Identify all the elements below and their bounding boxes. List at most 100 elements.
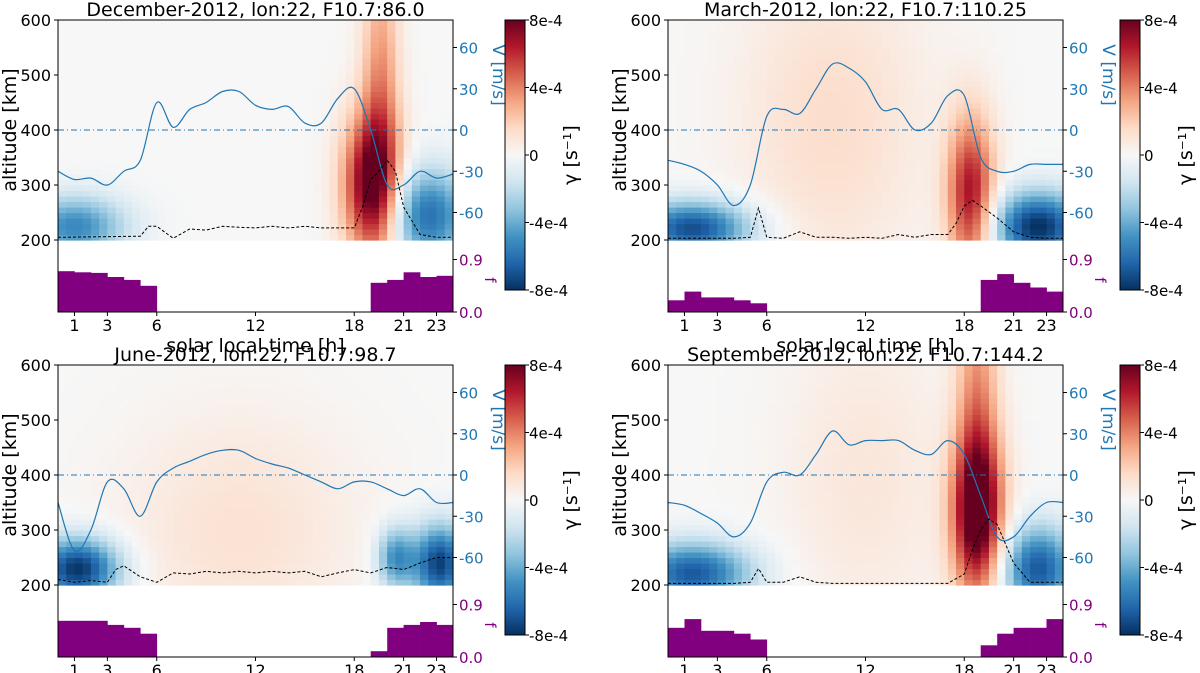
heatmap-cell: [717, 75, 727, 82]
heatmap-cell: [197, 80, 207, 87]
heatmap-cell: [255, 152, 265, 159]
heatmap-cell: [709, 91, 718, 98]
heatmap-cell: [197, 196, 207, 203]
heatmap-cell: [387, 179, 396, 186]
heatmap-cell: [1013, 234, 1023, 241]
heatmap-cell: [354, 25, 364, 32]
heatmap-cell: [107, 579, 117, 586]
heatmap-cell: [849, 80, 858, 87]
heatmap-cell: [82, 574, 92, 581]
heatmap-cell: [676, 69, 686, 76]
heatmap-cell: [1005, 53, 1015, 60]
heatmap-cell: [692, 234, 702, 241]
heatmap-cell: [156, 392, 166, 399]
heatmap-cell: [337, 185, 347, 192]
heatmap-cell: [346, 113, 355, 120]
heatmap-cell: [873, 201, 883, 208]
heatmap-cell: [378, 97, 388, 104]
heatmap-cell: [296, 25, 306, 32]
heatmap-cell: [766, 86, 776, 93]
heatmap-cell: [90, 135, 100, 142]
heatmap-cell: [725, 124, 735, 131]
heatmap-cell: [914, 31, 924, 38]
heatmap-cell: [947, 20, 957, 27]
heatmap-cell: [222, 475, 232, 482]
heatmap-cell: [148, 436, 158, 443]
heatmap-cell: [313, 185, 322, 192]
heatmap-cell: [197, 97, 207, 104]
heatmap-cell: [58, 31, 67, 38]
heatmap-cell: [395, 229, 405, 236]
heatmap-cell: [684, 97, 694, 104]
heatmap-cell: [411, 218, 421, 225]
heatmap-cell: [230, 365, 240, 372]
heatmap-cell: [181, 190, 191, 197]
heatmap-cell: [354, 36, 364, 43]
heatmap-cell: [742, 25, 751, 32]
heatmap-cell: [296, 69, 306, 76]
heatmap-cell: [82, 146, 92, 153]
heatmap-cell: [214, 97, 224, 104]
heatmap-cell: [313, 25, 322, 32]
heatmap-cell: [115, 491, 125, 498]
heatmap-cell: [263, 579, 273, 586]
heatmap-cell: [58, 568, 67, 575]
heatmap-cell: [148, 91, 158, 98]
heatmap-cell: [197, 563, 207, 570]
heatmap-cell: [1030, 108, 1039, 115]
heatmap-cell: [725, 223, 735, 230]
heatmap-cell: [156, 97, 166, 104]
heatmap-cell: [1030, 86, 1039, 93]
heatmap-cell: [189, 475, 199, 482]
heatmap-cell: [1030, 196, 1039, 203]
heatmap-cell: [156, 497, 166, 504]
heatmap-cell: [173, 574, 183, 581]
heatmap-cell: [148, 207, 158, 214]
heatmap-cell: [247, 475, 257, 482]
heatmap-cell: [742, 36, 751, 43]
heatmap-cell: [156, 502, 166, 509]
heatmap-cell: [230, 75, 240, 82]
heatmap-cell: [692, 64, 702, 71]
heatmap-cell: [939, 179, 949, 186]
heatmap-cell: [329, 108, 339, 115]
heatmap-cell: [939, 58, 949, 65]
heatmap-cell: [189, 113, 199, 120]
heatmap-cell: [321, 108, 331, 115]
heatmap-cell: [123, 563, 133, 570]
heatmap-cell: [189, 207, 199, 214]
heatmap-cell: [164, 442, 174, 449]
heatmap-cell: [107, 212, 117, 219]
heatmap-cell: [898, 42, 908, 49]
heatmap-cell: [197, 53, 207, 60]
heatmap-cell: [428, 25, 438, 32]
heatmap-cell: [387, 201, 396, 208]
heatmap-cell: [709, 53, 718, 60]
heatmap-cell: [799, 223, 809, 230]
heatmap-cell: [82, 392, 92, 399]
heatmap-cell: [255, 80, 265, 87]
heatmap-cell: [783, 190, 793, 197]
heatmap-cell: [840, 25, 850, 32]
heatmap-cell: [206, 552, 215, 559]
heatmap-cell: [890, 58, 900, 65]
heatmap-cell: [403, 196, 413, 203]
heatmap-cell: [148, 69, 158, 76]
heatmap-cell: [164, 141, 174, 148]
heatmap-cell: [881, 119, 891, 126]
heatmap-cell: [873, 91, 883, 98]
heatmap-cell: [700, 218, 710, 225]
heatmap-cell: [873, 53, 883, 60]
heatmap-cell: [1054, 157, 1064, 164]
f-bar: [140, 285, 158, 313]
heatmap-cell: [684, 75, 694, 82]
heatmap-cell: [1005, 42, 1015, 49]
heatmap-cell: [222, 381, 232, 388]
heatmap-cell: [132, 491, 141, 498]
heatmap-cell: [411, 20, 421, 27]
heatmap-cell: [255, 119, 265, 126]
heatmap-cell: [791, 102, 801, 109]
heatmap-cell: [370, 80, 380, 87]
heatmap-cell: [181, 546, 191, 553]
heatmap-cell: [890, 218, 900, 225]
